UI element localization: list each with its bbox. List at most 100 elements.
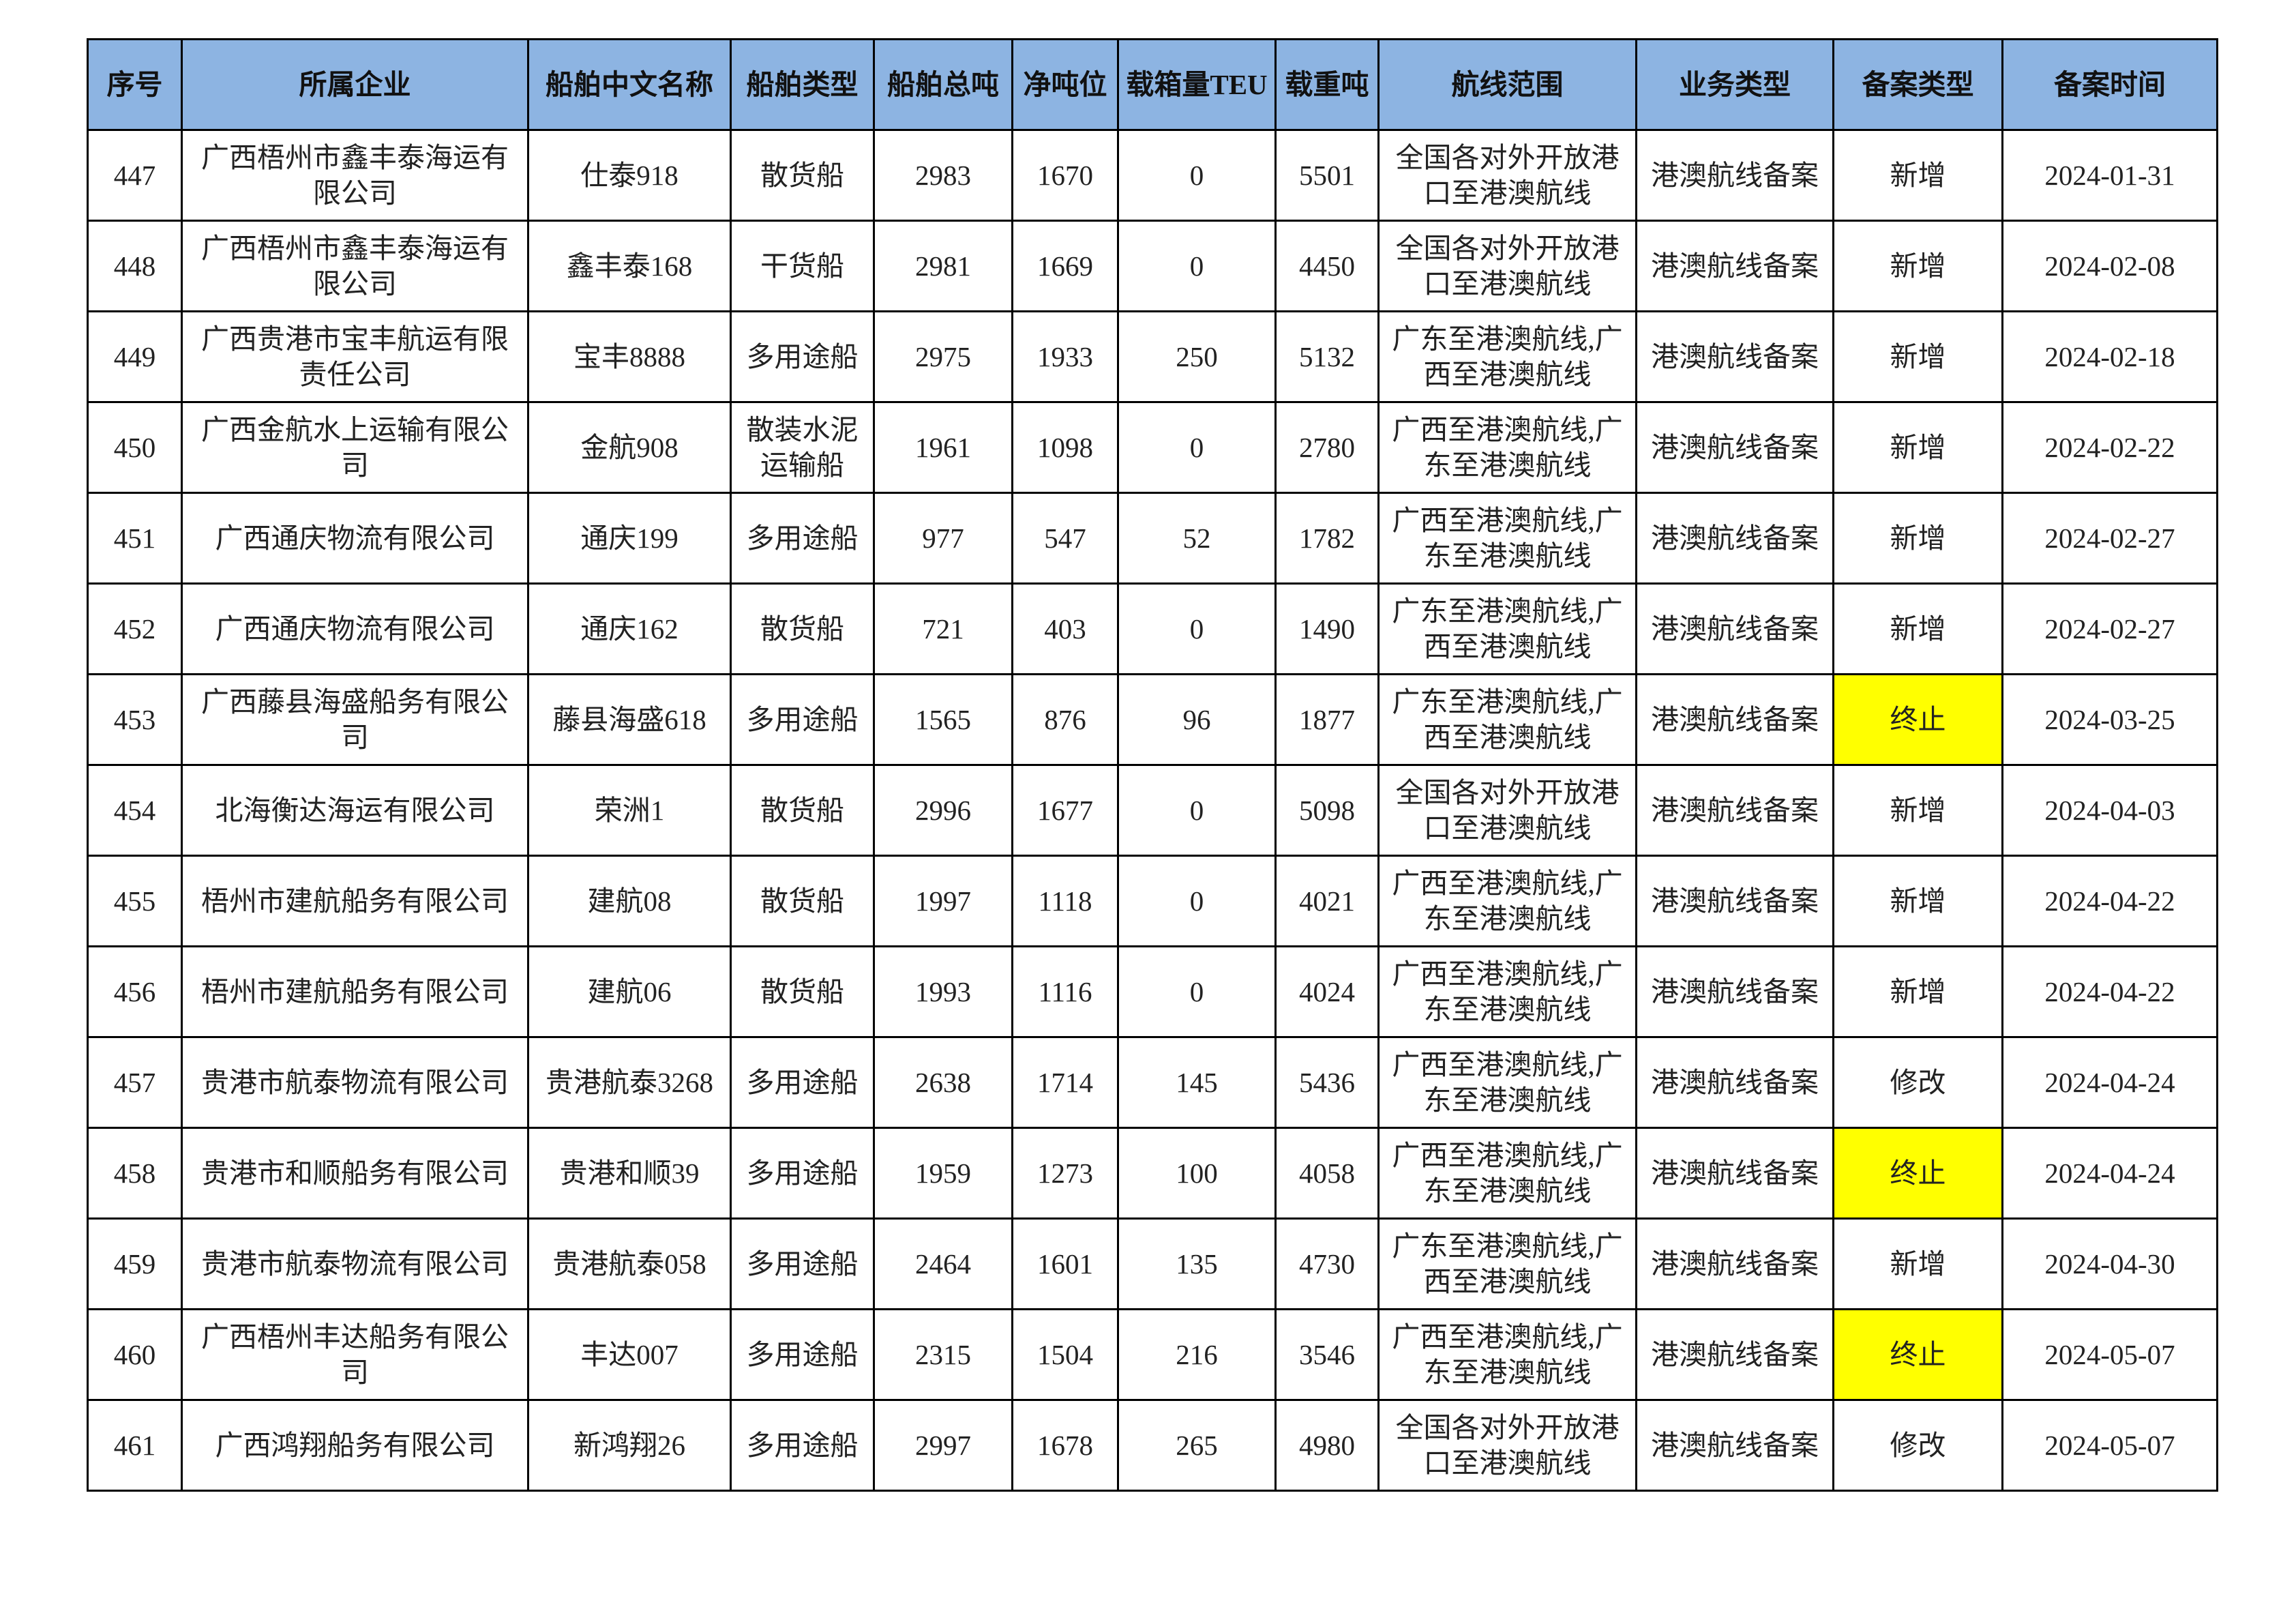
cell-gross-tonnage: 2638	[873, 1036, 1013, 1129]
cell-filing-date: 2024-04-24	[2001, 1127, 2218, 1220]
cell-filing-type: 新增	[1832, 945, 2003, 1038]
cell-filing-date: 2024-02-08	[2001, 220, 2218, 312]
cell-business-type: 港澳航线备案	[1635, 1036, 1834, 1129]
cell-deadweight: 4450	[1274, 220, 1380, 312]
cell-teu: 0	[1117, 129, 1277, 222]
cell-deadweight: 1490	[1274, 582, 1380, 675]
cell-business-type: 港澳航线备案	[1635, 1308, 1834, 1401]
cell-filing-date: 2024-04-22	[2001, 945, 2218, 1038]
cell-route: 广东至港澳航线,广西至港澳航线	[1377, 673, 1637, 766]
cell-ship-name: 藤县海盛618	[527, 673, 732, 766]
cell-ship-type: 多用途船	[730, 1217, 875, 1310]
cell-deadweight: 5132	[1274, 310, 1380, 403]
cell-deadweight: 5098	[1274, 764, 1380, 857]
cell-net-tonnage: 1118	[1011, 855, 1119, 947]
cell-net-tonnage: 1677	[1011, 764, 1119, 857]
cell-deadweight: 4980	[1274, 1399, 1380, 1492]
cell-deadweight: 2780	[1274, 401, 1380, 494]
table-row: 457 贵港市航泰物流有限公司 贵港航泰3268 多用途船 2638 1714 145 543…	[87, 1036, 2218, 1129]
cell-filing-type: 新增	[1832, 764, 2003, 857]
cell-company: 贵港市航泰物流有限公司	[181, 1036, 529, 1129]
table-row: 453 广西藤县海盛船务有限公司 藤县海盛618 多用途船 1565 876 96 1877 广…	[87, 673, 2218, 766]
cell-ship-type: 多用途船	[730, 1127, 875, 1220]
cell-business-type: 港澳航线备案	[1635, 673, 1834, 766]
cell-ship-type: 散装水泥运输船	[730, 401, 875, 494]
table-row: 449 广西贵港市宝丰航运有限责任公司 宝丰8888 多用途船 2975 1933 250 5…	[87, 310, 2218, 403]
cell-company: 广西通庆物流有限公司	[181, 492, 529, 585]
cell-filing-type: 新增	[1832, 492, 2003, 585]
cell-gross-tonnage: 721	[873, 582, 1013, 675]
table-row: 452 广西通庆物流有限公司 通庆162 散货船 721 403 0 1490 广东至港澳航线,…	[87, 582, 2218, 675]
cell-net-tonnage: 1678	[1011, 1399, 1119, 1492]
cell-no: 461	[87, 1399, 183, 1492]
cell-teu: 265	[1117, 1399, 1277, 1492]
cell-deadweight: 4021	[1274, 855, 1380, 947]
cell-gross-tonnage: 2996	[873, 764, 1013, 857]
cell-ship-type: 多用途船	[730, 492, 875, 585]
cell-ship-name: 仕泰918	[527, 129, 732, 222]
cell-filing-date: 2024-04-22	[2001, 855, 2218, 947]
header-route: 航线范围	[1377, 38, 1637, 131]
cell-ship-name: 金航908	[527, 401, 732, 494]
cell-company: 北海衡达海运有限公司	[181, 764, 529, 857]
table-row: 454 北海衡达海运有限公司 荣洲1 散货船 2996 1677 0 5098 全国各对外开放港…	[87, 764, 2218, 857]
cell-route: 广东至港澳航线,广西至港澳航线	[1377, 1217, 1637, 1310]
cell-filing-date: 2024-04-03	[2001, 764, 2218, 857]
cell-gross-tonnage: 1997	[873, 855, 1013, 947]
cell-filing-date: 2024-02-22	[2001, 401, 2218, 494]
cell-gross-tonnage: 1959	[873, 1127, 1013, 1220]
cell-business-type: 港澳航线备案	[1635, 1127, 1834, 1220]
cell-teu: 52	[1117, 492, 1277, 585]
cell-gross-tonnage: 2464	[873, 1217, 1013, 1310]
cell-teu: 0	[1117, 945, 1277, 1038]
cell-ship-type: 多用途船	[730, 1036, 875, 1129]
header-row: 序号 所属企业 船舶中文名称 船舶类型 船舶总吨 净吨位 载箱量TEU 载重吨 航线范围 业务类型…	[87, 38, 2218, 131]
cell-filing-type: 新增	[1832, 129, 2003, 222]
header-ship-type: 船舶类型	[730, 38, 875, 131]
cell-business-type: 港澳航线备案	[1635, 1217, 1834, 1310]
cell-route: 全国各对外开放港口至港澳航线	[1377, 220, 1637, 312]
cell-no: 452	[87, 582, 183, 675]
cell-filing-date: 2024-01-31	[2001, 129, 2218, 222]
cell-net-tonnage: 403	[1011, 582, 1119, 675]
table-row: 459 贵港市航泰物流有限公司 贵港航泰058 多用途船 2464 1601 135 4730…	[87, 1217, 2218, 1310]
cell-net-tonnage: 1273	[1011, 1127, 1119, 1220]
cell-gross-tonnage: 977	[873, 492, 1013, 585]
cell-ship-name: 通庆162	[527, 582, 732, 675]
cell-company: 梧州市建航船务有限公司	[181, 855, 529, 947]
cell-deadweight: 4058	[1274, 1127, 1380, 1220]
header-ship-name: 船舶中文名称	[527, 38, 732, 131]
cell-route: 广西至港澳航线,广东至港澳航线	[1377, 492, 1637, 585]
cell-filing-type: 新增	[1832, 582, 2003, 675]
cell-gross-tonnage: 1961	[873, 401, 1013, 494]
cell-gross-tonnage: 2997	[873, 1399, 1013, 1492]
header-filing-type: 备案类型	[1832, 38, 2003, 131]
cell-business-type: 港澳航线备案	[1635, 945, 1834, 1038]
cell-filing-date: 2024-04-30	[2001, 1217, 2218, 1310]
table-row: 450 广西金航水上运输有限公司 金航908 散装水泥运输船 1961 1098 0 2780…	[87, 401, 2218, 494]
cell-deadweight: 5436	[1274, 1036, 1380, 1129]
cell-filing-type: 终止	[1832, 673, 2003, 766]
cell-ship-name: 贵港和顺39	[527, 1127, 732, 1220]
cell-teu: 0	[1117, 855, 1277, 947]
cell-teu: 0	[1117, 220, 1277, 312]
cell-company: 广西梧州丰达船务有限公司	[181, 1308, 529, 1401]
table-row: 451 广西通庆物流有限公司 通庆199 多用途船 977 547 52 1782 广西至港澳航…	[87, 492, 2218, 585]
cell-gross-tonnage: 2315	[873, 1308, 1013, 1401]
cell-filing-date: 2024-02-27	[2001, 492, 2218, 585]
cell-net-tonnage: 1714	[1011, 1036, 1119, 1129]
cell-ship-name: 宝丰8888	[527, 310, 732, 403]
table-row: 448 广西梧州市鑫丰泰海运有限公司 鑫丰泰168 干货船 2981 1669 0 4450 全…	[87, 220, 2218, 312]
cell-net-tonnage: 1098	[1011, 401, 1119, 494]
cell-deadweight: 4024	[1274, 945, 1380, 1038]
cell-route: 广西至港澳航线,广东至港澳航线	[1377, 945, 1637, 1038]
cell-business-type: 港澳航线备案	[1635, 310, 1834, 403]
cell-ship-name: 贵港航泰058	[527, 1217, 732, 1310]
table-row: 460 广西梧州丰达船务有限公司 丰达007 多用途船 2315 1504 216 3546 广…	[87, 1308, 2218, 1401]
cell-net-tonnage: 1933	[1011, 310, 1119, 403]
cell-ship-name: 新鸿翔26	[527, 1399, 732, 1492]
header-business-type: 业务类型	[1635, 38, 1834, 131]
cell-company: 广西金航水上运输有限公司	[181, 401, 529, 494]
cell-company: 贵港市和顺船务有限公司	[181, 1127, 529, 1220]
cell-no: 447	[87, 129, 183, 222]
